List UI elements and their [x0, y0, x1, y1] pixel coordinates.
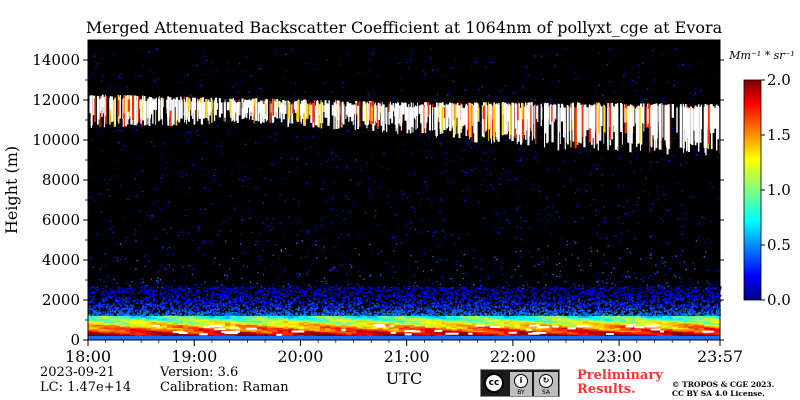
meta-lc: LC: 1.47e+14 — [40, 380, 132, 395]
y-tick-label: 8000 — [42, 171, 80, 189]
heatmap-layers — [88, 48, 722, 340]
y-axis: 0 2000 4000 6000 8000 10000 12000 14000 — [32, 51, 724, 349]
share-alike-icon: ↻ — [539, 374, 553, 388]
colorbar — [743, 79, 762, 301]
y-tick-label: 4000 — [42, 251, 80, 269]
x-tick-label: 18:00 — [65, 347, 111, 366]
cc-sa-block: ↻ SA — [534, 372, 558, 396]
noise-speckle — [88, 48, 721, 290]
colorbar-tick-label: 0.5 — [767, 236, 791, 254]
copyright-line2: CC BY SA 4.0 License. — [672, 389, 765, 398]
colorbar-ticks: 0.0 0.5 1.0 1.5 2.0 — [761, 71, 791, 309]
x-tick-label: 20:00 — [277, 347, 323, 366]
cc-sa-label: SA — [541, 389, 551, 396]
cc-by-block: i BY — [510, 372, 532, 396]
cc-license-badge[interactable]: cc i BY ↻ SA — [480, 369, 560, 397]
colorbar-tick-label: 2.0 — [767, 71, 791, 89]
copyright-line1: © TROPOS & CGE 2023. — [672, 380, 775, 389]
meta-version: Version: 3.6 — [160, 365, 239, 380]
colorbar-tick-label: 1.5 — [767, 126, 791, 144]
cc-icon: cc — [484, 373, 504, 393]
x-tick-label: 22:00 — [490, 347, 536, 366]
y-tick-label: 2000 — [42, 291, 80, 309]
x-axis: 18:00 19:00 20:00 21:00 22:00 23:00 23:57 — [65, 340, 743, 366]
cirrus-layer — [89, 94, 722, 156]
preliminary-line2: Results. — [577, 382, 636, 397]
ground-band — [88, 336, 720, 340]
x-tick-label: 23:57 — [697, 347, 743, 366]
attribution-icon: i — [514, 374, 528, 388]
preliminary-notice: Preliminary Results. — [577, 369, 663, 397]
chart-title: Merged Attenuated Backscatter Coefficien… — [86, 18, 723, 37]
colorbar-unit: Mm⁻¹ * sr⁻¹ — [728, 49, 795, 62]
cc-by-label: BY — [517, 389, 525, 396]
y-tick-label: 0 — [70, 331, 80, 349]
x-tick-label: 23:00 — [596, 347, 642, 366]
copyright-notice: © TROPOS & CGE 2023. CC BY SA 4.0 Licens… — [672, 380, 774, 398]
colorbar-tick-label: 0.0 — [767, 291, 791, 309]
aerosol-layer — [88, 316, 721, 340]
y-tick-label: 12000 — [32, 91, 80, 109]
y-tick-label: 10000 — [32, 131, 80, 149]
x-tick-label: 19:00 — [171, 347, 217, 366]
colorbar-tick-label: 1.0 — [767, 181, 791, 199]
preliminary-line1: Preliminary — [577, 368, 663, 383]
y-axis-label: Height (m) — [2, 146, 21, 234]
x-tick-label: 21:00 — [384, 347, 430, 366]
y-tick-label: 6000 — [42, 211, 80, 229]
meta-calibration: Calibration: Raman — [160, 380, 289, 395]
x-axis-label: UTC — [386, 369, 422, 388]
plot-frame — [87, 39, 721, 341]
meta-date: 2023-09-21 — [40, 365, 115, 380]
y-tick-label: 14000 — [32, 51, 80, 69]
